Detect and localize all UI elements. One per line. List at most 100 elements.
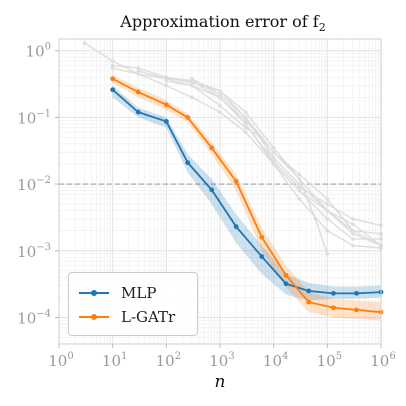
background-series-point (297, 197, 302, 201)
background-series-point (243, 115, 248, 120)
background-series-point (110, 66, 115, 70)
series-point-mlp (306, 288, 312, 294)
series-lines (110, 76, 384, 315)
x-tick-label: 106 (370, 351, 395, 370)
series-point-mlp (331, 290, 336, 296)
background-series-point (190, 83, 194, 88)
background-series-point (164, 75, 169, 80)
background-series-point (136, 72, 141, 76)
background-series-point (218, 89, 222, 93)
axes (55, 38, 382, 348)
background-series-point (271, 159, 276, 164)
background-series-point (82, 41, 87, 45)
y-tick-label: 10−1 (17, 108, 51, 127)
background-series-point (325, 228, 330, 233)
background-series-point (218, 92, 222, 97)
series-point-mlp (185, 160, 191, 166)
background-series-point (313, 217, 318, 221)
background-series-point (325, 202, 330, 206)
background-series-point (218, 95, 222, 100)
x-tick-label: 105 (317, 351, 342, 370)
background-series-point (190, 81, 194, 85)
background-series-point (271, 146, 276, 150)
background-series-point (164, 79, 169, 83)
legend: MLP L-GATr (68, 272, 198, 336)
background-series-point (325, 217, 330, 221)
series-point-mlp (110, 87, 116, 93)
background-series-point (218, 110, 222, 114)
x-tick-label: 104 (263, 351, 288, 370)
chart-title: Approximation error of f2 (119, 12, 325, 34)
series-point-mlp (135, 109, 141, 115)
background-series-point (351, 217, 355, 221)
background-series-point (325, 208, 330, 213)
series-point-mlp (163, 119, 169, 124)
background-series-point (351, 228, 355, 233)
series-point-l-gatr (110, 76, 116, 82)
background-series-point (243, 130, 248, 135)
series-point-l-gatr (306, 299, 312, 305)
background-series-point (243, 110, 248, 114)
series-point-l-gatr (135, 89, 141, 95)
background-series-point (218, 103, 222, 108)
x-tick-labels: 100 101 102 103 104 105 106 (48, 351, 395, 370)
x-axis-label: n (215, 372, 226, 392)
background-series-point (351, 231, 355, 236)
background-series-point (190, 76, 194, 81)
background-series-point (190, 95, 194, 100)
series-point-l-gatr (233, 178, 239, 184)
y-tick-label: 10−3 (17, 242, 51, 261)
background-series-point (243, 122, 248, 126)
series-line-l-gatr (112, 77, 382, 314)
background-series-point (297, 177, 302, 181)
legend-label-mlp: MLP (121, 284, 157, 302)
background-series-point (110, 63, 115, 68)
background-series-point (297, 182, 302, 186)
series-point-l-gatr (259, 234, 265, 240)
background-series-point (243, 118, 248, 123)
x-tick-label: 101 (102, 351, 127, 370)
background-series-point (325, 197, 330, 201)
background-series-point (297, 188, 302, 193)
series-point-l-gatr (354, 307, 359, 313)
background-series-point (110, 59, 115, 63)
background-series-point (325, 252, 330, 256)
y-tick-label: 10−4 (17, 308, 51, 327)
background-series-point (136, 69, 141, 73)
series-point-l-gatr (185, 115, 191, 120)
series-point-l-gatr (331, 305, 336, 311)
series-point-mlp (283, 281, 289, 287)
y-tick-label: 10−2 (17, 175, 51, 194)
chart-title-subscript: 2 (319, 21, 326, 34)
background-series-point (351, 222, 355, 227)
confidence-bands (112, 75, 382, 321)
legend-label-lgatr: L-GATr (121, 308, 176, 326)
background-series-point (243, 125, 248, 130)
legend-swatch-lgatr (79, 312, 109, 322)
background-series-point (351, 243, 355, 248)
series-point-mlp (354, 290, 359, 296)
y-tick-labels: 100 10−1 10−2 10−3 10−4 (17, 42, 51, 328)
background-series (82, 41, 383, 256)
legend-item-mlp: MLP (79, 283, 156, 303)
legend-item-lgatr: L-GATr (79, 307, 175, 327)
x-tick-label: 102 (156, 351, 181, 370)
background-series-point (271, 150, 276, 155)
background-series-point (164, 83, 169, 88)
series-point-mlp (233, 224, 239, 230)
x-tick-label: 103 (209, 351, 234, 370)
series-point-l-gatr (209, 145, 215, 151)
series-point-l-gatr (283, 272, 289, 278)
y-tick-label: 100 (26, 42, 51, 61)
background-series-point (297, 185, 302, 189)
series-point-l-gatr (163, 102, 169, 108)
legend-swatch-mlp (79, 288, 109, 298)
background-series-point (136, 66, 141, 70)
series-point-mlp (259, 254, 265, 259)
background-series-point (297, 172, 302, 177)
x-tick-label: 100 (48, 351, 73, 370)
series-point-mlp (209, 187, 215, 193)
background-series-point (271, 155, 276, 160)
series-line-mlp (112, 89, 382, 295)
